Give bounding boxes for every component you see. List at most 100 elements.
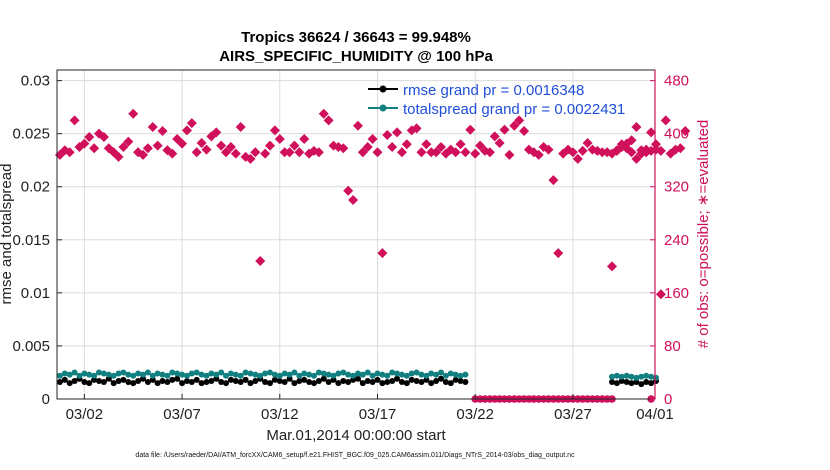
series-point — [91, 372, 98, 379]
series-point — [174, 375, 181, 382]
series-point — [315, 378, 322, 384]
series-point — [613, 380, 620, 387]
series-point — [296, 372, 303, 379]
series-point — [159, 378, 166, 384]
series-point — [96, 369, 102, 376]
series-point — [223, 372, 229, 379]
series-point — [452, 371, 459, 378]
obs-evaluated-point — [455, 139, 466, 150]
y-right-tick-label: 480 — [664, 73, 689, 90]
series-point — [609, 379, 615, 385]
series-point — [247, 380, 254, 387]
obs-evaluated-point — [191, 147, 202, 158]
grid — [57, 70, 655, 399]
obs-evaluated-point — [582, 137, 593, 148]
series-point — [179, 380, 186, 387]
series-point — [100, 379, 107, 385]
series-point — [169, 376, 176, 383]
series-point — [320, 375, 327, 382]
series-point — [306, 379, 313, 385]
series-point — [403, 372, 410, 379]
legend-rmse-marker — [379, 85, 387, 93]
series-point — [184, 372, 190, 379]
series-point — [643, 379, 650, 385]
y-left-tick-label: 0.02 — [21, 179, 50, 196]
obs-evaluated-point — [289, 140, 300, 151]
obs-evaluated-point — [284, 147, 295, 158]
series-point — [281, 370, 288, 377]
legend: rmse grand pr = 0.0016348 totalspread gr… — [368, 82, 625, 118]
series-point — [374, 370, 381, 377]
series-point — [227, 376, 234, 383]
series-point — [56, 379, 63, 385]
series-point — [86, 380, 93, 387]
obs-evaluated-point — [128, 108, 139, 119]
y-left-tick-label: 0.01 — [21, 285, 50, 302]
series-point — [355, 370, 361, 377]
series-point — [66, 380, 73, 387]
obs-evaluated-point — [167, 148, 178, 159]
y-right-tick-label: 0 — [664, 391, 672, 408]
series-point — [242, 369, 249, 376]
y-left-tick-label: 0.015 — [12, 232, 50, 249]
series-point — [218, 369, 225, 376]
series-point — [330, 372, 337, 379]
series-point — [105, 371, 112, 378]
series-point — [408, 370, 415, 377]
series-point — [325, 371, 332, 378]
obs-evaluated-point — [265, 140, 276, 151]
obs-evaluated-point — [494, 137, 505, 148]
series-0 — [56, 375, 659, 388]
obs-evaluated-point — [631, 153, 642, 164]
x-tick-label: 03/02 — [66, 406, 104, 423]
obs-evaluated-point — [655, 289, 666, 300]
series-point — [96, 378, 102, 384]
series-point — [394, 370, 400, 377]
series-point — [633, 374, 640, 381]
series-point — [213, 375, 220, 382]
series-point — [350, 376, 357, 383]
series-point — [86, 371, 93, 378]
series-point — [213, 371, 220, 378]
obs-evaluated-point — [299, 133, 310, 144]
series-point — [442, 372, 449, 379]
series-point — [135, 370, 142, 377]
series-point — [164, 379, 171, 385]
chart-title-line-1: Tropics 36624 / 36643 = 99.948% — [241, 29, 471, 46]
obs-evaluated-point — [113, 151, 124, 162]
plot-area — [57, 70, 655, 399]
series-point — [237, 379, 244, 385]
x-tick-label: 03/07 — [163, 406, 201, 423]
series-point — [311, 372, 317, 379]
obs-evaluated-point — [626, 135, 637, 146]
series-point — [164, 372, 171, 379]
obs-evaluated-point — [362, 141, 373, 152]
series-point — [218, 379, 225, 385]
obs-evaluated-point — [221, 147, 232, 158]
series-point — [252, 378, 259, 384]
series-point — [115, 378, 122, 384]
x-tick-label: 03/22 — [456, 406, 494, 423]
obs-evaluated-point — [216, 140, 227, 151]
series-point — [643, 372, 650, 379]
series-point — [442, 379, 449, 385]
series-point — [169, 369, 176, 376]
series-point — [61, 370, 68, 377]
series-point — [433, 378, 440, 384]
obs-evaluated-point — [377, 248, 388, 259]
obs-evaluated-point — [660, 115, 671, 126]
series-point — [447, 380, 454, 387]
series-point — [188, 370, 195, 377]
series-point — [320, 370, 327, 377]
series-point — [359, 380, 366, 387]
series-point — [105, 375, 112, 382]
series-point — [423, 372, 430, 379]
obs-evaluated-point — [323, 115, 334, 126]
series-point — [394, 375, 400, 382]
obs-evaluated-point — [269, 125, 280, 136]
obs-evaluated-point — [147, 122, 158, 133]
series-point — [115, 370, 122, 377]
obs-evaluated-point — [367, 133, 378, 144]
series-point — [398, 379, 405, 385]
obs-evaluated-point — [118, 141, 129, 152]
